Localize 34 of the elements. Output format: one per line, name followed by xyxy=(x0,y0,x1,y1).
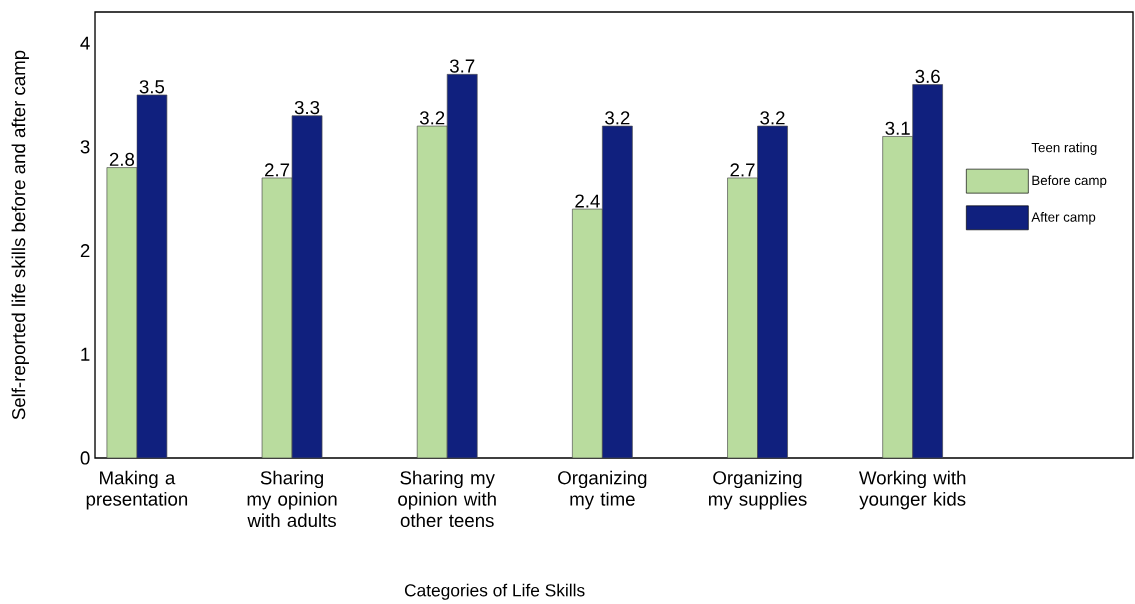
x-tick-label: Sharing my opinion with adults xyxy=(247,470,337,527)
x-axis-title: Categories of Life Skills xyxy=(404,583,585,600)
x-tick-label: Making a presentation xyxy=(86,470,188,510)
x-tick-label: Organizing my supplies xyxy=(708,470,807,510)
x-tick-label: Sharing my opinion with other teens xyxy=(398,470,496,527)
data-label: 2.7 xyxy=(265,163,290,177)
data-label: 3.7 xyxy=(449,59,475,73)
bar xyxy=(882,135,914,458)
bar xyxy=(106,167,138,458)
data-label: 2.8 xyxy=(109,152,135,166)
y-tick-label: 2 xyxy=(80,243,90,257)
y-tick-label: 0 xyxy=(80,451,90,465)
y-tick-label: 4 xyxy=(80,36,90,50)
y-tick-label: 3 xyxy=(80,140,90,154)
x-tick-label: Organizing my time xyxy=(558,470,647,510)
data-label: 3.3 xyxy=(294,100,320,114)
data-label: 3.2 xyxy=(419,111,445,125)
bar xyxy=(572,208,603,458)
bar xyxy=(727,177,758,458)
legend-label: After camp xyxy=(1031,211,1096,225)
legend-label: Before camp xyxy=(1032,175,1107,188)
y-axis-title: Self-reported life skills before and after camp xyxy=(11,50,29,420)
bar xyxy=(261,177,293,458)
data-label: 3.2 xyxy=(605,111,630,125)
y-tick-label: 1 xyxy=(81,347,90,361)
data-label: 3.2 xyxy=(760,111,785,125)
data-label: 2.7 xyxy=(730,163,755,177)
bar xyxy=(416,125,448,458)
data-label: 3.1 xyxy=(885,121,910,135)
data-label: 3.6 xyxy=(915,69,940,83)
data-label: 3.5 xyxy=(139,79,165,94)
data-label: 2.4 xyxy=(575,194,600,208)
x-tick-label: Working with younger kids xyxy=(859,470,966,510)
legend-title: Teen rating xyxy=(1031,142,1097,155)
